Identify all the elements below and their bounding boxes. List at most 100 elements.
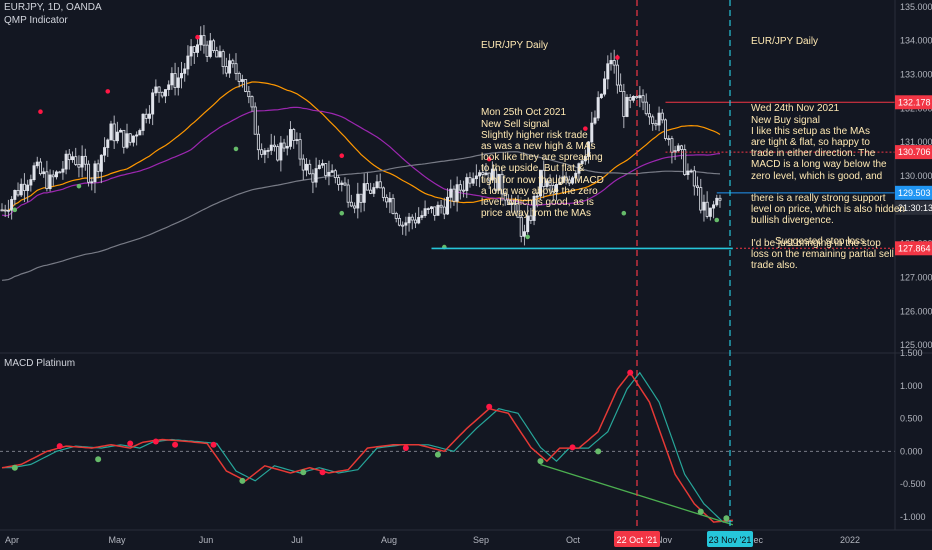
countdown-badge [895, 200, 932, 215]
candle-body [365, 183, 369, 191]
candle-body [680, 145, 684, 150]
candle-body [644, 101, 648, 115]
price-tick-label: 135.000 [900, 2, 932, 12]
macd-title[interactable]: MACD Platinum [4, 358, 76, 369]
candle-body [413, 219, 417, 224]
candle-body [192, 46, 196, 53]
candle-body [420, 215, 424, 218]
macd-buy-dot [239, 477, 246, 484]
candle-body [628, 96, 632, 101]
note-line: zero level, which is good, and [751, 170, 883, 182]
candle-body [154, 86, 158, 94]
candle-body [510, 202, 514, 205]
macd-buy-dot [537, 458, 544, 465]
macd-sell-dot [402, 445, 409, 452]
candle-body [32, 165, 36, 181]
buy-signal-dot [76, 183, 82, 189]
candle-body [529, 215, 533, 221]
candle-body [179, 72, 183, 79]
candle-body [0, 209, 4, 212]
candle-body [446, 196, 450, 215]
signal-line [2, 371, 733, 523]
time-axis[interactable]: Apr May Jun Jul Aug Sep Oct Nov Dec 2022 [5, 535, 860, 545]
candle-body [580, 160, 584, 165]
time-tick-label: May [108, 535, 126, 545]
candle-body [474, 175, 478, 180]
candle-body [42, 171, 46, 175]
candle-body [689, 170, 693, 173]
buy-signal-dot [233, 146, 239, 152]
time-tick-label: Nov [656, 535, 673, 545]
candle-body [625, 96, 629, 117]
price-tick-label: 125.000 [900, 340, 932, 350]
time-tick-label: Sep [473, 535, 489, 545]
ma-gray-line [1, 151, 721, 281]
candle-body [657, 112, 661, 126]
ma-purple-line [1, 106, 721, 217]
candle-body [282, 142, 286, 149]
candle-body [141, 113, 145, 131]
note-line: New Buy signal [751, 114, 820, 126]
countdown-value: 21:30:13 [898, 203, 932, 213]
buy-signal-dot [714, 217, 720, 223]
candle-body [526, 215, 530, 233]
macd-sell-dot [152, 438, 159, 445]
sell-signal-dot [583, 126, 588, 131]
candle-body [462, 189, 466, 192]
candle-body [449, 188, 453, 198]
candle-body [702, 201, 706, 211]
candle-body [333, 170, 337, 179]
candle-body [266, 150, 270, 152]
buy-signal-dot [621, 210, 627, 216]
buy-signal-dot [525, 234, 530, 240]
candle-body [712, 204, 716, 209]
macd-buy-dot [95, 456, 102, 463]
candle-body [253, 106, 257, 135]
stop-loss-label: Suggested stop loss [775, 236, 866, 247]
date-badge-cyan: 23 Nov '21 [707, 531, 753, 547]
time-tick-label: Apr [5, 535, 19, 545]
note-line: Mon 25th Oct 2021 [481, 107, 567, 119]
candle-body [497, 173, 501, 191]
candle-body [106, 139, 110, 148]
candle-body [359, 193, 363, 203]
candle-body [160, 91, 164, 97]
candle-body [545, 180, 549, 187]
candle-body [452, 188, 456, 202]
candle-body [663, 119, 667, 139]
candle-body [87, 163, 91, 183]
indicator-title[interactable]: QMP Indicator [4, 15, 68, 26]
candle-body [26, 184, 30, 191]
candle-body [45, 171, 49, 189]
note-line: tight for now though. MACD [481, 174, 604, 186]
candle-body [433, 206, 437, 216]
candle-body [240, 79, 244, 82]
price-tick-label: 134.000 [900, 36, 932, 46]
candle-body [295, 139, 299, 141]
note-line: Slightly higher risk trade [481, 129, 588, 141]
candle-body [269, 144, 273, 151]
sell-signal-dot [105, 89, 111, 94]
candle-body [115, 131, 119, 142]
candle-body [292, 129, 296, 141]
candle-body [38, 161, 42, 175]
macd-axis[interactable]: -1.000 -0.500 0.000 0.500 1.000 1.500 [900, 348, 926, 522]
candle-body [455, 184, 459, 202]
candle-body [99, 154, 103, 172]
price-level-value: 129.503 [898, 188, 931, 198]
price-level-value: 132.178 [898, 97, 931, 107]
candle-body [481, 172, 485, 175]
candlesticks [0, 25, 722, 246]
symbol-title[interactable]: EURJPY, 1D, OANDA [4, 2, 102, 13]
macd-buy-dot [300, 469, 307, 476]
candle-body [696, 185, 700, 188]
note-line: look like they are spreading [481, 152, 603, 164]
moving-averages [1, 81, 721, 281]
price-level-badge [895, 95, 932, 110]
candle-body [346, 184, 350, 203]
price-axis[interactable]: 125.000126.000127.000128.000129.000130.0… [894, 0, 932, 530]
price-tick-label: 126.000 [900, 306, 932, 316]
candle-body [228, 60, 232, 74]
candle-body [487, 172, 491, 181]
candle-body [647, 113, 651, 118]
